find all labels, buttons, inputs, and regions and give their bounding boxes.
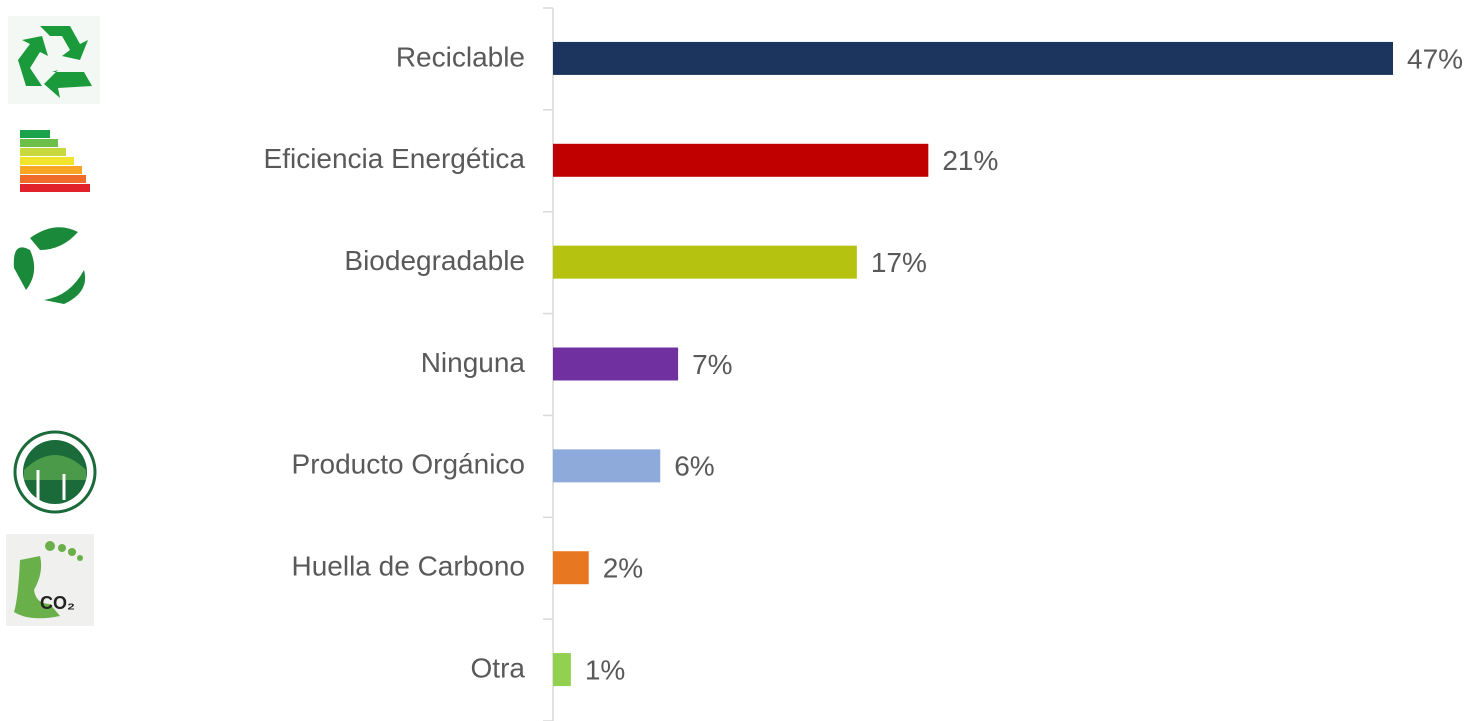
bar <box>553 41 1393 75</box>
category-label: Reciclable <box>396 41 525 72</box>
category-label: Otra <box>471 652 526 683</box>
icon-biodegradable <box>13 227 86 304</box>
category-label: Eficiencia Energética <box>264 143 526 174</box>
value-label: 17% <box>871 247 927 278</box>
bar <box>553 143 929 177</box>
value-label: 21% <box>942 145 998 176</box>
bar <box>553 347 679 381</box>
value-label: 2% <box>603 553 643 584</box>
value-label: 47% <box>1407 43 1463 74</box>
bar <box>553 245 857 279</box>
category-label: Huella de Carbono <box>292 551 526 582</box>
icon-carbon-footprint: CO₂ <box>6 534 94 626</box>
bar <box>553 449 661 483</box>
category-label: Ninguna <box>421 347 526 378</box>
bar <box>553 551 589 585</box>
icon-energy <box>20 130 90 192</box>
svg-text:CO₂: CO₂ <box>40 593 75 613</box>
value-label: 7% <box>692 349 732 380</box>
icon-recycle <box>8 16 100 104</box>
value-label: 6% <box>674 451 714 482</box>
bar <box>553 653 571 687</box>
icon-organic <box>13 430 97 514</box>
value-label: 1% <box>585 654 625 685</box>
category-label: Producto Orgánico <box>292 449 525 480</box>
category-label: Biodegradable <box>344 245 525 276</box>
